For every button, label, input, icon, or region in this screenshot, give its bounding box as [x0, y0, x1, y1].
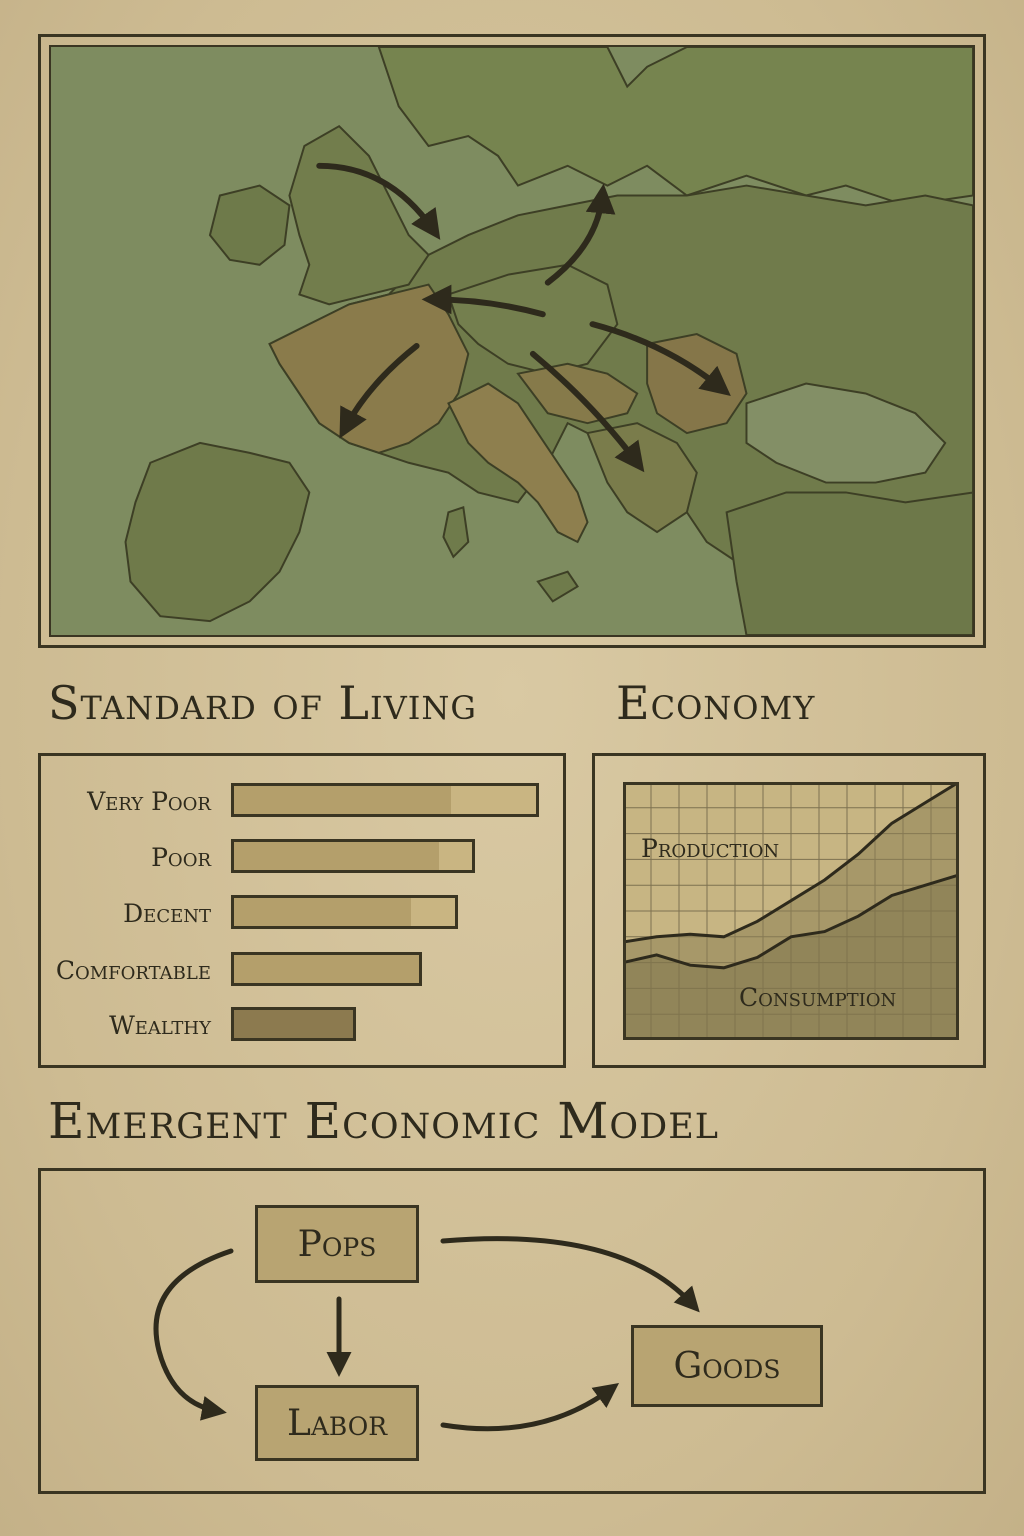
- germany-region: [447, 263, 619, 375]
- sol-label: Poor: [151, 843, 211, 872]
- france-highlight: [268, 283, 470, 454]
- sol-bar: [231, 952, 422, 986]
- sol-bar: [231, 1007, 356, 1041]
- italy-highlight: [447, 382, 589, 544]
- arrow-labor-to-goods: [440, 1383, 620, 1432]
- arrow-center-to-north: [544, 183, 616, 286]
- series-line-production: [623, 782, 959, 944]
- sol-row-decent[interactable]: Decent: [41, 895, 563, 935]
- sol-row-poor[interactable]: Poor: [41, 839, 563, 879]
- turkey-land: [725, 491, 973, 635]
- standard-of-living-title: Standard of Living: [48, 676, 477, 730]
- sicily: [536, 570, 579, 603]
- scandinavia-land: [377, 47, 973, 207]
- production-label: Production: [641, 834, 780, 863]
- series-line-consumption: [623, 873, 959, 970]
- arrow-to-romania: [589, 321, 731, 397]
- economic-model-panel: Pops Labor Goods: [38, 1168, 986, 1494]
- pops-node[interactable]: Pops: [255, 1205, 419, 1283]
- economy-title: Economy: [616, 676, 816, 730]
- sol-bar: [231, 783, 539, 817]
- model-arrows: [153, 1236, 700, 1432]
- sol-bar: [231, 895, 458, 929]
- sol-row-comfortable[interactable]: Comfortable: [41, 952, 563, 992]
- europe-map[interactable]: [49, 45, 975, 637]
- arrow-pops-loop-to-labor: [153, 1248, 234, 1421]
- goods-node[interactable]: Goods: [631, 1325, 823, 1407]
- migration-arrows: [316, 162, 731, 473]
- chart-border: [623, 782, 959, 1040]
- consumption-label: Consumption: [739, 983, 897, 1012]
- sol-row-very-poor[interactable]: Very Poor: [41, 783, 563, 823]
- arrow-to-balkans: [529, 350, 645, 473]
- sol-label: Very Poor: [87, 787, 211, 816]
- series-area-production: [623, 782, 959, 1040]
- economy-chart[interactable]: [623, 782, 959, 1040]
- sol-row-wealthy[interactable]: Wealthy: [41, 1007, 563, 1047]
- iberia-land: [124, 441, 311, 623]
- economic-model-title: Emergent Economic Model: [48, 1092, 719, 1150]
- standard-of-living-panel: Very Poor Poor Decent Comfortable Wealth…: [38, 753, 566, 1068]
- map-canvas: [51, 47, 973, 635]
- arrow-pops-to-goods: [440, 1236, 700, 1313]
- black-sea: [745, 382, 947, 484]
- economy-panel: Production Consumption: [592, 753, 986, 1068]
- britain-land: [288, 124, 430, 306]
- labor-node[interactable]: Labor: [255, 1385, 419, 1461]
- map-frame: [38, 34, 986, 648]
- sol-label: Wealthy: [109, 1011, 211, 1040]
- arrow-britain-to-lowlands: [316, 162, 441, 240]
- sol-label: Comfortable: [55, 956, 211, 985]
- sol-label: Decent: [123, 899, 211, 928]
- arrow-center-to-west: [421, 284, 546, 318]
- romania-highlight: [646, 333, 748, 435]
- ireland-land: [208, 184, 291, 266]
- sardinia: [442, 505, 470, 559]
- sol-bar: [231, 839, 475, 873]
- arrow-to-france: [339, 342, 420, 439]
- series-area-consumption: [623, 874, 959, 1040]
